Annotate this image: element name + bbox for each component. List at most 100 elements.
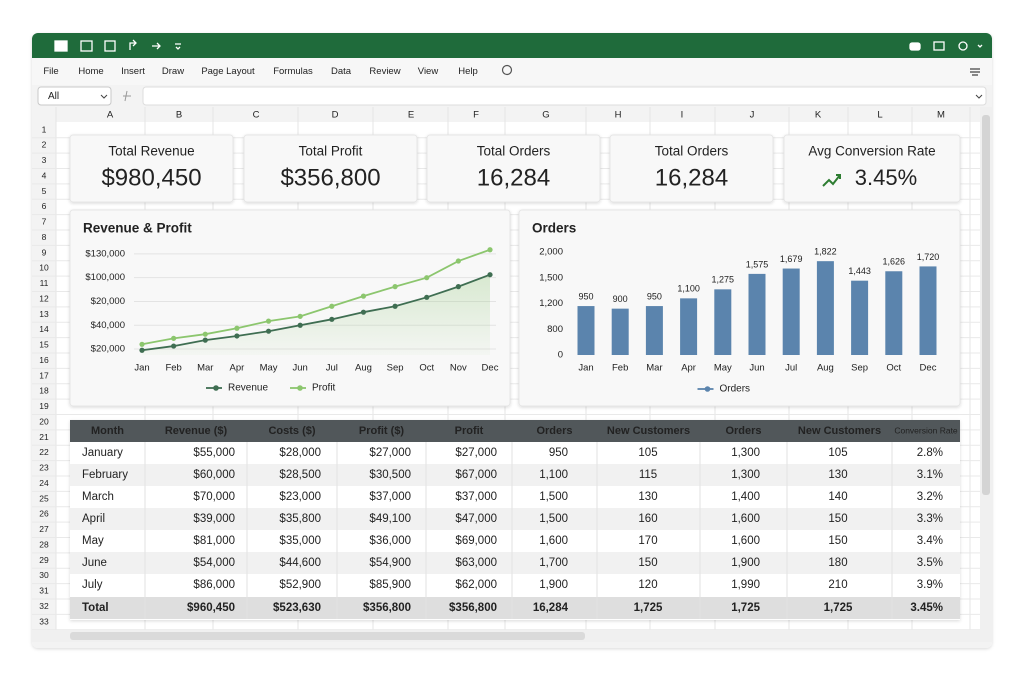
column-header: D [332, 110, 339, 121]
table-row-bg [70, 574, 960, 596]
table-row-cell: 115 [639, 469, 657, 481]
table-row-cell: 105 [638, 447, 657, 459]
formula-input[interactable] [142, 86, 987, 106]
table-row-cell: $27,000 [455, 447, 497, 459]
table-header-cell: Month [91, 425, 124, 437]
menu-item[interactable]: Insert [121, 66, 145, 77]
title-icons [54, 39, 983, 52]
table-header-cell: Costs ($) [268, 425, 315, 437]
menu-item[interactable]: File [43, 66, 58, 77]
table-row-cell: $28,500 [279, 469, 321, 481]
table-total-cell: 1,725 [634, 602, 663, 614]
table-row-cell: 2.8% [917, 447, 943, 459]
line-point [234, 333, 240, 339]
line-point [202, 331, 208, 337]
legend-dot [213, 385, 219, 391]
name-box[interactable] [37, 86, 112, 106]
table-row-cell: 1,500 [539, 513, 568, 525]
search-icon[interactable] [501, 64, 513, 76]
table-header-cell: Conversion Rate [894, 425, 958, 435]
kpi-label: Total Orders [477, 144, 551, 159]
row-header: 20 [39, 416, 49, 426]
toggle-icon[interactable] [909, 42, 921, 51]
more-icon[interactable] [175, 43, 181, 50]
ribbon-toggle[interactable] [970, 68, 980, 76]
undo-icon[interactable] [129, 39, 137, 50]
formula-expand[interactable] [975, 94, 983, 99]
table-row-bg [70, 508, 960, 530]
menu-item[interactable]: View [418, 66, 439, 77]
menu-item[interactable]: Data [331, 66, 352, 77]
table-row-cell: 120 [638, 579, 657, 591]
line-point [392, 284, 398, 290]
h-scroll-thumb[interactable] [70, 632, 585, 640]
redo-icon[interactable] [152, 42, 161, 50]
row-header: 17 [39, 370, 49, 380]
app-icon[interactable] [54, 40, 68, 52]
column-header: E [408, 110, 414, 121]
table-row-cell: 1,700 [539, 557, 568, 569]
y-tick-label: 2,000 [539, 247, 563, 258]
row-header: 7 [42, 217, 47, 227]
table-row-cell: January [82, 447, 123, 459]
column-header: K [815, 110, 822, 121]
row-header: 28 [39, 539, 49, 549]
column-header: M [937, 110, 945, 121]
table-row-cell: 1,600 [731, 535, 760, 547]
help-icon[interactable] [958, 41, 968, 51]
table-row-cell: $49,100 [369, 513, 411, 525]
x-tick-label: Jan [578, 363, 593, 374]
table-row-cell: $52,900 [279, 579, 321, 591]
bar-value-label: 900 [613, 294, 628, 304]
table-row-cell: February [82, 469, 128, 481]
line-point [329, 303, 335, 309]
x-tick-label: Dec [920, 363, 937, 374]
x-tick-label: Feb [165, 363, 181, 374]
y-tick-label: $20,000 [91, 296, 125, 307]
menu-item[interactable]: Draw [162, 66, 184, 77]
menu-item[interactable]: Help [458, 66, 478, 77]
dashboard: Total Revenue $980,450 Total Profit $356,80… [69, 134, 961, 620]
table-row-cell: $28,000 [279, 447, 321, 459]
screen-icon[interactable] [933, 41, 945, 51]
menu-caret[interactable] [977, 44, 983, 48]
kpi-value: 3.45% [855, 165, 917, 190]
x-tick-label: Jun [293, 363, 308, 374]
chart-panel [518, 209, 961, 407]
table-row-cell: $63,000 [455, 557, 497, 569]
table-row-cell: 150 [828, 535, 847, 547]
save-icon[interactable] [80, 40, 93, 52]
table-row-cell: 210 [828, 579, 847, 591]
line-point [171, 335, 177, 341]
row-header: 6 [42, 201, 47, 211]
table-total-cell: 16,284 [533, 602, 569, 614]
x-tick-label: Mar [646, 363, 662, 374]
row-header: 8 [42, 232, 47, 242]
scroll-thumb[interactable] [982, 115, 990, 495]
line-point [202, 337, 208, 343]
x-tick-label: Mar [197, 363, 213, 374]
row-header: 32 [39, 601, 49, 611]
row-header-bar [32, 122, 56, 630]
x-tick-label: Dec [482, 363, 499, 374]
menu-item[interactable]: Formulas [273, 66, 313, 77]
bar [782, 268, 800, 355]
menu-item[interactable]: Page Layout [201, 66, 255, 77]
row-header: 25 [39, 493, 49, 503]
chart-panel [69, 209, 511, 407]
legend-dot [297, 385, 303, 391]
table-row-cell: $44,600 [279, 557, 321, 569]
table-row-cell: $30,500 [369, 469, 411, 481]
line-point [360, 293, 367, 299]
y-tick-label: $40,000 [91, 320, 125, 331]
table-row-cell: 3.5% [917, 557, 943, 569]
row-header: 24 [39, 478, 49, 488]
row-header: 23 [39, 463, 49, 473]
edit-icon[interactable] [104, 40, 116, 52]
bar-value-label: 1,100 [677, 284, 700, 294]
table-row-cell: 1,300 [731, 469, 760, 481]
x-tick-label: May [714, 363, 732, 374]
menu-item[interactable]: Home [78, 66, 103, 77]
menu-item[interactable]: Review [369, 66, 400, 77]
row-header: 4 [42, 170, 47, 180]
